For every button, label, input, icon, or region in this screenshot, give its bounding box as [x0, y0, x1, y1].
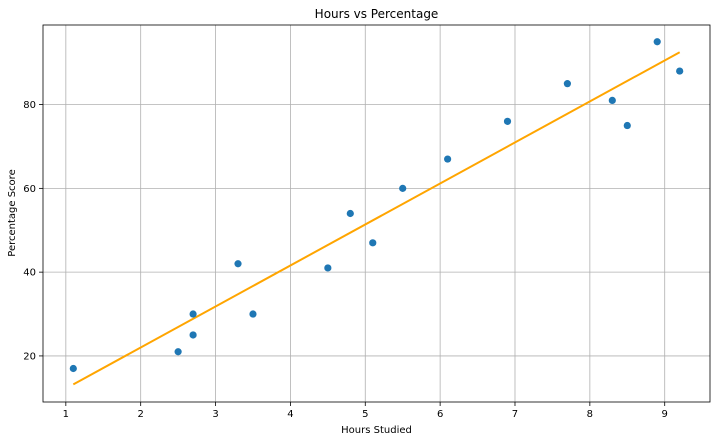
x-tick-label: 5 [362, 409, 368, 420]
data-point [69, 364, 77, 373]
data-point [249, 310, 257, 318]
regression-line-layer [72, 51, 681, 386]
data-point [503, 117, 512, 125]
data-point [563, 80, 571, 88]
x-tick-label: 7 [512, 409, 518, 420]
x-tick-label: 8 [587, 409, 593, 420]
x-tick-label: 1 [63, 409, 69, 420]
data-point [444, 155, 452, 163]
data-point [369, 239, 377, 247]
x-axis-label: Hours Studied [341, 425, 412, 436]
y-tick-label: 20 [23, 351, 36, 362]
data-point [676, 67, 684, 75]
data-point [653, 38, 661, 46]
x-tick-label: 4 [287, 409, 293, 420]
x-tick-label: 3 [212, 409, 218, 420]
data-point [174, 348, 182, 356]
data-point [346, 209, 354, 218]
data-point [623, 121, 631, 130]
x-tick-label: 2 [138, 409, 144, 420]
regression-line [72, 51, 681, 386]
x-tick-label: 6 [437, 409, 443, 420]
x-tick-label: 9 [662, 409, 668, 420]
data-point [234, 260, 242, 268]
scatter-points-layer [69, 38, 684, 373]
tick-labels: 1 2 3 4 5 6 7 8 9 20 40 60 80 [23, 100, 668, 420]
plot-frame [42, 24, 711, 403]
y-axis-label: Percentage Score [7, 169, 18, 256]
data-point [189, 310, 197, 318]
chart-title: Hours vs Percentage [315, 7, 439, 21]
y-tick-label: 80 [23, 100, 36, 111]
y-tick-label: 40 [23, 268, 36, 279]
y-tick-label: 60 [23, 184, 36, 195]
data-point [189, 331, 197, 339]
data-point [608, 96, 616, 104]
data-point [399, 184, 407, 192]
grid [43, 25, 710, 402]
axes [42, 24, 711, 403]
data-point [324, 264, 332, 272]
